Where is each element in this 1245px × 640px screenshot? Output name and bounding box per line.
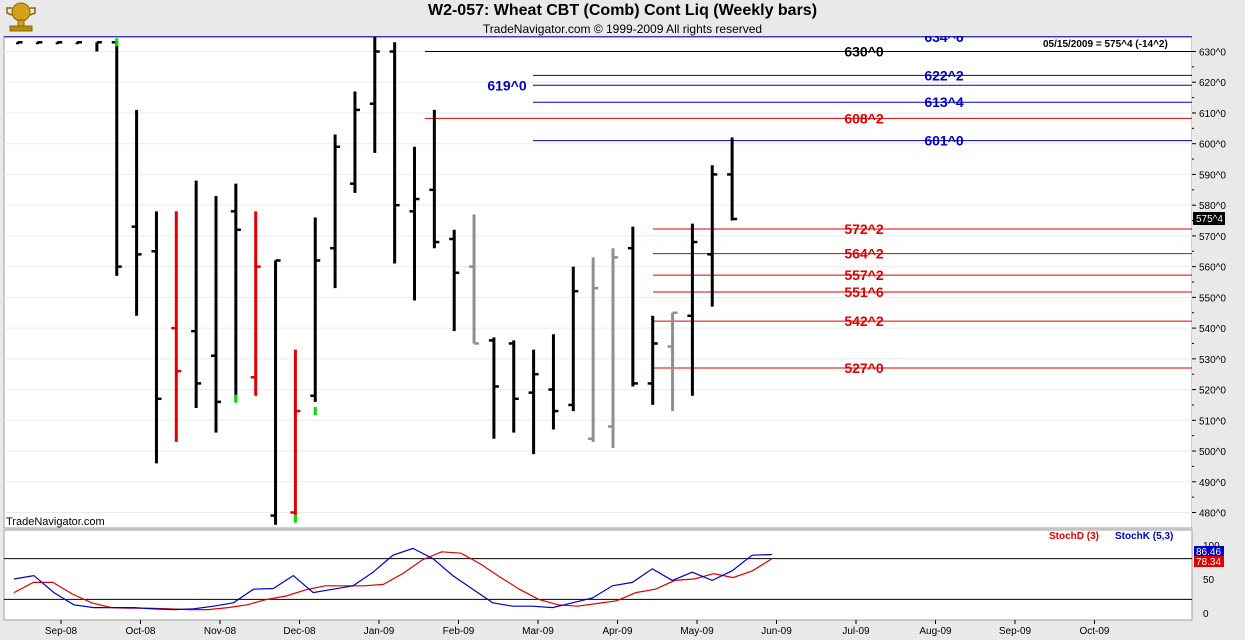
level-label: 542^2 <box>844 313 884 329</box>
x-tick-label: Feb-09 <box>443 626 475 637</box>
last-price-tag-bg <box>1193 212 1225 225</box>
x-tick-label: Jul-09 <box>842 626 870 637</box>
level-label: 551^6 <box>844 284 884 300</box>
y-tick-label: 520^0 <box>1199 386 1226 397</box>
y-tick-label: 540^0 <box>1199 324 1226 335</box>
x-tick-label: Mar-09 <box>522 626 554 637</box>
level-lines: 634^6 630^0 622^2 619^0 613^4 608^2 601^0 572^2… <box>4 36 1192 376</box>
stoch-d-tag-bg <box>1194 556 1224 567</box>
x-tick-label: Jan-09 <box>364 626 395 637</box>
stoch-d-tag: 78.34 <box>1196 557 1221 568</box>
y-tick-label: 490^0 <box>1199 478 1226 489</box>
y-tick-label: 630^0 <box>1199 48 1226 59</box>
price-bars <box>16 36 738 525</box>
x-tick-label: Dec-08 <box>283 626 316 637</box>
stoch-series-line <box>13 547 773 611</box>
level-label: 527^0 <box>844 360 884 376</box>
stoch-plot-area[interactable] <box>3 529 1193 621</box>
y-tick-label: 510^0 <box>1199 416 1226 427</box>
y-tick-label: 570^0 <box>1199 232 1226 243</box>
y-tick-label: 480^0 <box>1199 509 1226 520</box>
copyright-notice: TradeNavigator.com © 1999-2009 All right… <box>482 22 763 36</box>
x-tick-label: Aug-09 <box>919 626 952 637</box>
x-tick-label: Sep-09 <box>999 626 1032 637</box>
level-label: 564^2 <box>844 246 884 262</box>
y-tick-label: 530^0 <box>1199 355 1226 366</box>
stoch-y-label: 50 <box>1203 575 1215 586</box>
level-label: 601^0 <box>924 133 964 149</box>
last-price-tag: 575^4 <box>1196 214 1223 225</box>
x-tick-label: Sep-08 <box>45 626 78 637</box>
stoch-y-label: 0 <box>1203 609 1209 620</box>
y-tick-label: 580^0 <box>1199 201 1226 212</box>
y-tick-label: 600^0 <box>1199 140 1226 151</box>
level-label: 572^2 <box>844 221 884 237</box>
stoch-lines <box>13 547 773 611</box>
level-label: 613^4 <box>924 94 964 110</box>
x-tick-label: Nov-08 <box>204 626 237 637</box>
y-tick-label: 610^0 <box>1199 109 1226 120</box>
stoch-k-tag: 86.46 <box>1196 547 1221 558</box>
y-tick-label: 550^0 <box>1199 293 1226 304</box>
price-grid <box>4 51 1192 513</box>
y-tick-label: 500^0 <box>1199 447 1226 458</box>
level-label: 557^2 <box>844 267 884 283</box>
x-axis: Sep-08 Oct-08 Nov-08 Dec-08 Jan-09 Feb-09 Mar-… <box>45 620 1110 637</box>
x-tick-label: Apr-09 <box>602 626 632 637</box>
y-tick-label: 590^0 <box>1199 170 1226 181</box>
x-tick-label: Jun-09 <box>761 626 792 637</box>
level-label: 622^2 <box>924 67 964 83</box>
price-axis: 630^0 620^0 610^0 600^0 590^0 580^0 570^0 560^0… <box>1192 48 1226 520</box>
x-tick-label: May-09 <box>680 626 714 637</box>
x-tick-label: Oct-09 <box>1079 626 1109 637</box>
stoch-legend-k: StochK (5,3) <box>1115 531 1173 542</box>
last-readout: 05/15/2009 = 575^4 (-14^2) <box>1043 39 1168 50</box>
level-label: 619^0 <box>487 77 527 93</box>
level-label: 608^2 <box>844 110 884 126</box>
stoch-k-tag-bg <box>1194 546 1224 557</box>
x-tick-label: Oct-08 <box>125 626 155 637</box>
y-tick-label: 620^0 <box>1199 78 1226 89</box>
price-plot-area[interactable] <box>3 36 1193 529</box>
watermark: TradeNavigator.com <box>6 516 105 528</box>
chart-title: W2-057: Wheat CBT (Comb) Cont Liq (Weekl… <box>427 2 818 19</box>
level-label: 634^6 <box>924 36 964 45</box>
stoch-legend-d: StochD (3) <box>1049 531 1099 542</box>
y-tick-label: 560^0 <box>1199 263 1226 274</box>
trophy-logo-icon <box>4 2 38 34</box>
price-axis-area <box>1192 36 1245 528</box>
level-label: 630^0 <box>844 44 884 60</box>
chart-panel: 630^0 620^0 610^0 600^0 590^0 580^0 570^0 560^0… <box>3 36 1245 637</box>
